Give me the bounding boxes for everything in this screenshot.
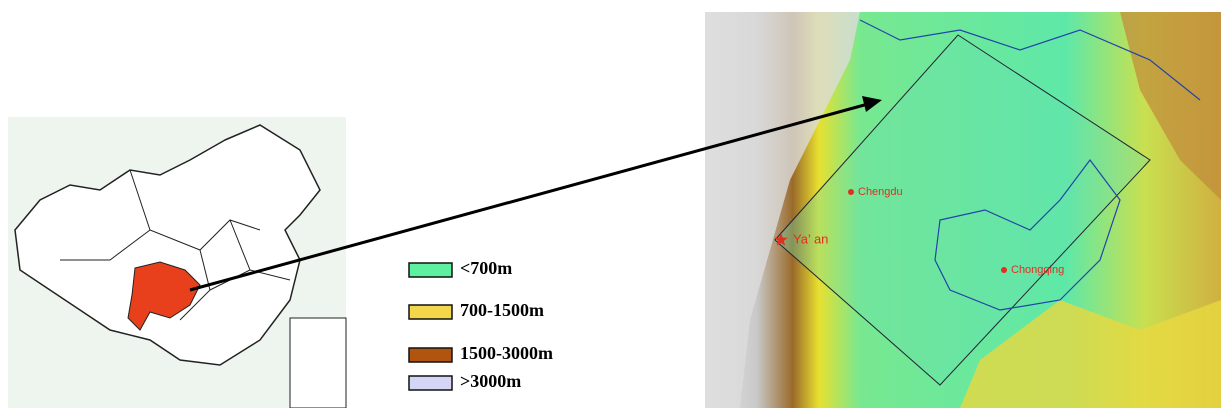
legend-label: 700-1500m xyxy=(460,300,544,320)
city-markers: Chengdu Ya’ an Chongqing xyxy=(774,186,1064,276)
legend-label: >3000m xyxy=(460,371,521,391)
city-label: Ya’ an xyxy=(793,231,828,246)
terrain-map xyxy=(705,12,1221,408)
legend-label: 1500-3000m xyxy=(460,343,553,363)
city-star xyxy=(774,233,788,246)
city-label: Chengdu xyxy=(858,186,903,198)
city-dot xyxy=(848,189,854,195)
legend-swatch xyxy=(408,262,453,278)
legend: <700m 700-1500m 1500-3000m >3000m xyxy=(408,258,553,391)
city-label: Chongqing xyxy=(1011,264,1064,276)
legend-swatch xyxy=(408,347,453,363)
legend-label: <700m xyxy=(460,258,512,278)
arrow xyxy=(189,96,882,292)
legend-swatch xyxy=(408,375,453,391)
city-dot xyxy=(1001,267,1007,273)
legend-swatch xyxy=(408,304,453,320)
